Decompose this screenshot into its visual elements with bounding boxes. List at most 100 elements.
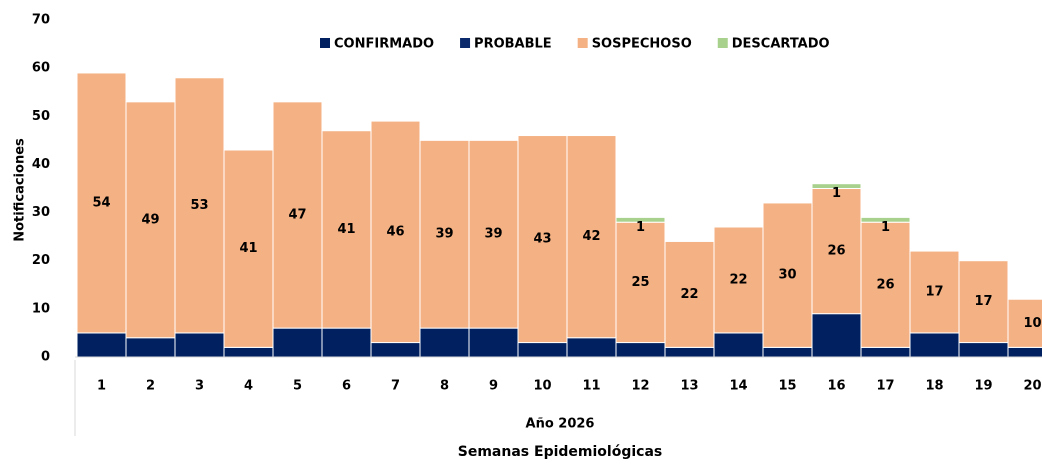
legend-label: SOSPECHOSO (592, 37, 692, 52)
data-label: 26 (876, 277, 894, 292)
bar-segment (517, 135, 568, 344)
legend-swatch (460, 38, 471, 48)
bar-segment (419, 139, 470, 329)
x-tick-label: 8 (440, 379, 449, 394)
y-tick-label: 20 (32, 253, 50, 268)
data-label: 41 (239, 241, 257, 256)
bar-segment (664, 346, 715, 358)
y-tick-label: 60 (32, 61, 50, 76)
data-label: 54 (92, 195, 110, 210)
bar-segment (860, 216, 911, 223)
legend-label: PROBABLE (474, 37, 552, 52)
x-tick-label: 7 (391, 379, 400, 394)
data-label: 25 (631, 275, 649, 290)
legend-swatch (577, 38, 588, 48)
x-tick-label: 6 (342, 379, 351, 394)
data-label: 46 (386, 224, 404, 239)
bar-segment (321, 327, 372, 358)
data-label: 17 (925, 285, 943, 300)
bar-segment (615, 221, 666, 344)
data-label: 22 (680, 287, 698, 302)
x-tick-label: 12 (631, 379, 649, 394)
bar-segment (615, 216, 666, 223)
bar-segment (713, 226, 764, 334)
data-label: 17 (974, 294, 992, 309)
x-tick-label: 16 (827, 379, 845, 394)
y-axis-label: Notificaciones (13, 138, 28, 242)
bar-segment (419, 327, 470, 358)
bar-segment (76, 72, 127, 334)
bar-segment (370, 342, 421, 358)
bar-segment (517, 342, 568, 358)
data-label: 42 (582, 229, 600, 244)
data-label: 10 (1023, 316, 1041, 331)
bar-segment (811, 183, 862, 190)
data-label: 1 (832, 186, 841, 201)
x-axis-label: Semanas Epidemiológicas (458, 444, 662, 460)
x-tick-label: 9 (489, 379, 498, 394)
data-label: 30 (778, 268, 796, 283)
x-tick-label: 19 (974, 379, 992, 394)
bar-segment (860, 346, 911, 358)
bar-segment (174, 77, 225, 334)
bar-segment (664, 240, 715, 348)
bar-segment (811, 188, 862, 315)
legend-swatch (717, 38, 728, 48)
x-tick-label: 20 (1023, 379, 1041, 394)
x-tick-label: 4 (244, 379, 253, 394)
bar-segment (174, 332, 225, 358)
x-tick-label: 10 (533, 379, 551, 394)
bar-segment (762, 346, 813, 358)
bar-segment (811, 313, 862, 358)
bar-segment (958, 342, 1009, 358)
x-tick-label: 3 (195, 379, 204, 394)
data-label: 26 (827, 244, 845, 259)
y-tick-label: 0 (41, 350, 50, 365)
data-label: 47 (288, 207, 306, 222)
bar-segment (909, 332, 960, 358)
x-tick-label: 14 (729, 379, 747, 394)
legend-swatch (320, 38, 330, 48)
data-label: 1 (881, 220, 890, 235)
x-tick-label: 18 (925, 379, 943, 394)
data-label: 49 (141, 212, 159, 227)
bar-segment (713, 332, 764, 358)
data-label: 39 (484, 227, 502, 242)
data-label: 41 (337, 222, 355, 237)
bar-segment (125, 101, 176, 339)
x-tick-label: 11 (582, 379, 600, 394)
x-group-label: Año 2026 (526, 417, 595, 432)
bar-segment (125, 337, 176, 358)
bar-segment (566, 135, 617, 339)
bar-segment (272, 327, 323, 358)
data-label: 53 (190, 198, 208, 213)
bar-segment (468, 327, 519, 358)
x-tick-label: 13 (680, 379, 698, 394)
y-tick-label: 50 (32, 109, 50, 124)
bar-segment (762, 202, 813, 348)
data-label: 39 (435, 227, 453, 242)
x-tick-label: 2 (146, 379, 155, 394)
y-tick-label: 40 (32, 157, 50, 172)
x-tick-label: 15 (778, 379, 796, 394)
bar-segment (321, 130, 372, 329)
bar-segment (1007, 298, 1042, 348)
bar-segment (1007, 346, 1042, 358)
bar-segment (223, 346, 274, 358)
legend-label: DESCARTADO (732, 37, 830, 52)
legend-label: CONFIRMADO (334, 37, 434, 52)
data-label: 1 (636, 220, 645, 235)
bar-segment (468, 139, 519, 329)
x-tick-label: 1 (97, 379, 106, 394)
x-tick-label: 5 (293, 379, 302, 394)
data-label: 22 (729, 272, 747, 287)
data-label: 43 (533, 232, 551, 247)
bar-segment (76, 332, 127, 358)
bar-segment (909, 250, 960, 334)
y-tick-label: 10 (32, 301, 50, 316)
bar-segment (615, 342, 666, 358)
bar-segment (566, 337, 617, 358)
y-tick-label: 30 (32, 205, 50, 220)
bar-segment (860, 221, 911, 348)
